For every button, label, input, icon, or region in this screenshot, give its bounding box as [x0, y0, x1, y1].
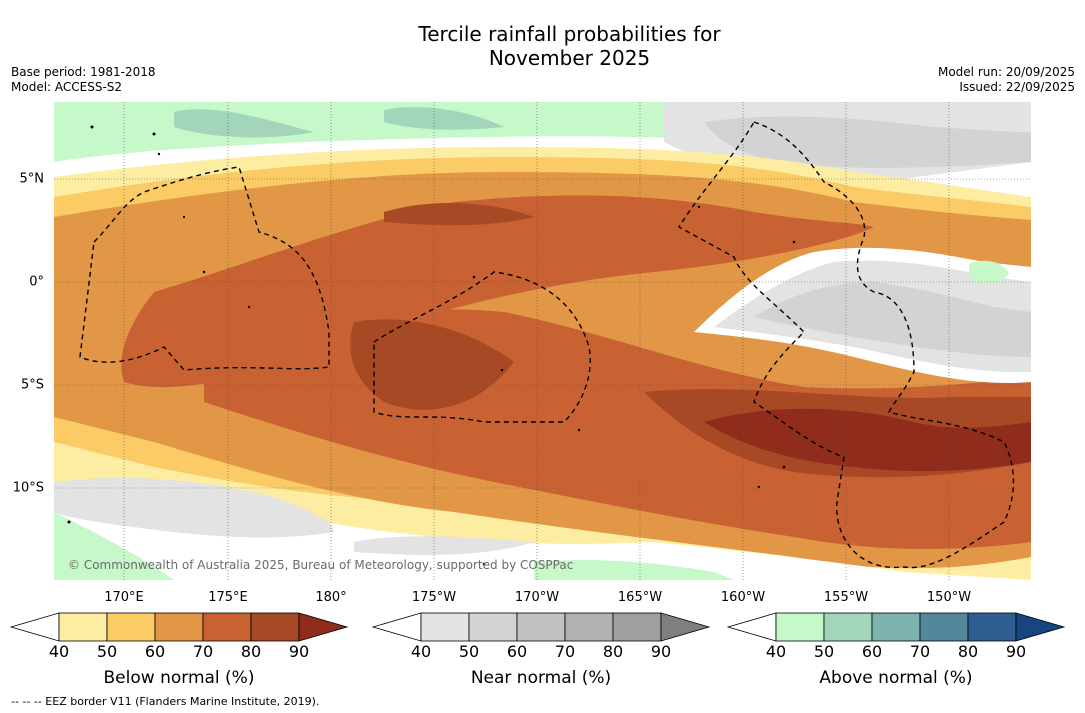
cb-near-seg-2	[468, 612, 518, 642]
rainfall-map	[54, 102, 1031, 580]
cb-below-seg-0	[10, 612, 60, 642]
south-wet-zone	[534, 560, 734, 580]
east-neutral-tongue-mid	[754, 282, 1031, 357]
cb-above-tick: 40	[765, 642, 787, 661]
lon-label-150w: 150°W	[926, 590, 972, 605]
cb-below-seg-5	[250, 612, 300, 642]
eez-footnote: -- -- -- EEZ border V11 (Flanders Marine…	[11, 695, 320, 708]
eez-borders	[79, 121, 1015, 569]
cb-near-seg-4	[564, 612, 614, 642]
cb-below-tick: 60	[144, 642, 166, 661]
lat-label-10s: 10°S	[12, 480, 44, 496]
north-wet-zone-darker	[384, 107, 504, 130]
cb-above-tick: 50	[813, 642, 835, 661]
colorbar-below-normal	[10, 612, 349, 642]
cb-above-seg-2	[823, 612, 873, 642]
cb-above-tick: 80	[957, 642, 979, 661]
model-name: Model: ACCESS-S2	[11, 80, 123, 94]
lon-label-155w: 155°W	[823, 590, 869, 605]
cb-near-tick: 80	[602, 642, 624, 661]
cb-near-seg-6	[660, 612, 711, 642]
colorbar-above-normal	[727, 612, 1066, 642]
graticule	[54, 102, 1031, 580]
lon-label-175w: 175°W	[411, 590, 457, 605]
cb-near-seg-3	[516, 612, 566, 642]
cb-above-tick: 90	[1005, 642, 1027, 661]
dry-band-90	[384, 202, 534, 226]
lon-label-180: 180°	[315, 590, 347, 605]
cb-near-seg-1	[420, 612, 470, 642]
cb-below-tick: 40	[48, 642, 70, 661]
dry-band-max	[704, 408, 1031, 472]
north-wet-zone-darker	[174, 109, 314, 138]
cb-below-seg-2	[106, 612, 156, 642]
cb-above-seg-5	[967, 612, 1017, 642]
lon-label-170w: 170°W	[514, 590, 560, 605]
lon-label-165w: 165°W	[617, 590, 663, 605]
lon-label-175e: 175°E	[208, 590, 248, 605]
cb-above-seg-0	[727, 612, 777, 642]
island-dots	[67, 125, 796, 566]
map-title: Tercile rainfall probabilities for Novem…	[0, 22, 1085, 70]
south-neutral-zone	[54, 482, 1031, 580]
cb-below-seg-4	[202, 612, 252, 642]
title-line-1: Tercile rainfall probabilities for	[418, 22, 721, 46]
cb-above-seg-4	[919, 612, 969, 642]
issued-date: Issued: 22/09/2025	[959, 80, 1075, 94]
base-period: Base period: 1981-2018	[11, 65, 156, 79]
cb-near-seg-0	[372, 612, 422, 642]
cb-below-seg-6	[298, 612, 349, 642]
cb-below-title: Below normal (%)	[103, 668, 255, 688]
cb-above-tick: 60	[861, 642, 883, 661]
cb-near-tick: 60	[506, 642, 528, 661]
cb-below-tick: 80	[240, 642, 262, 661]
cb-below-tick: 90	[288, 642, 310, 661]
cb-below-seg-1	[58, 612, 108, 642]
south-wet-zone	[54, 512, 174, 580]
model-run: Model run: 20/09/2025	[937, 65, 1075, 79]
cb-near-tick: 90	[650, 642, 672, 661]
dry-band-90	[350, 319, 514, 410]
lat-label-0: 0°	[29, 274, 44, 290]
cb-below-tick: 50	[96, 642, 118, 661]
lon-label-160w: 160°W	[720, 590, 766, 605]
cb-above-seg-6	[1015, 612, 1066, 642]
copyright-notice: © Commonwealth of Australia 2025, Bureau…	[68, 558, 574, 572]
cb-near-seg-5	[612, 612, 662, 642]
cb-below-seg-3	[154, 612, 204, 642]
cb-near-title: Near normal (%)	[470, 668, 612, 688]
cb-above-title: Above normal (%)	[819, 668, 973, 688]
cb-near-tick: 50	[458, 642, 480, 661]
cb-below-tick: 70	[192, 642, 214, 661]
colorbar-near-normal	[372, 612, 711, 642]
east-wet-patch	[969, 260, 1009, 285]
run-info: Model run: 20/09/2025 Issued: 22/09/2025	[938, 65, 1075, 95]
cb-near-tick: 40	[410, 642, 432, 661]
lat-label-5n: 5°N	[19, 171, 45, 187]
cb-near-tick: 70	[554, 642, 576, 661]
cb-above-seg-1	[775, 612, 825, 642]
lon-label-170e: 170°E	[104, 590, 144, 605]
south-neutral-zone-gray	[354, 536, 534, 555]
cb-above-tick: 70	[909, 642, 931, 661]
lat-label-5s: 5°S	[20, 377, 44, 393]
cb-above-seg-3	[871, 612, 921, 642]
title-line-2: November 2025	[488, 46, 651, 70]
model-info: Base period: 1981-2018 Model: ACCESS-S2	[11, 65, 156, 95]
